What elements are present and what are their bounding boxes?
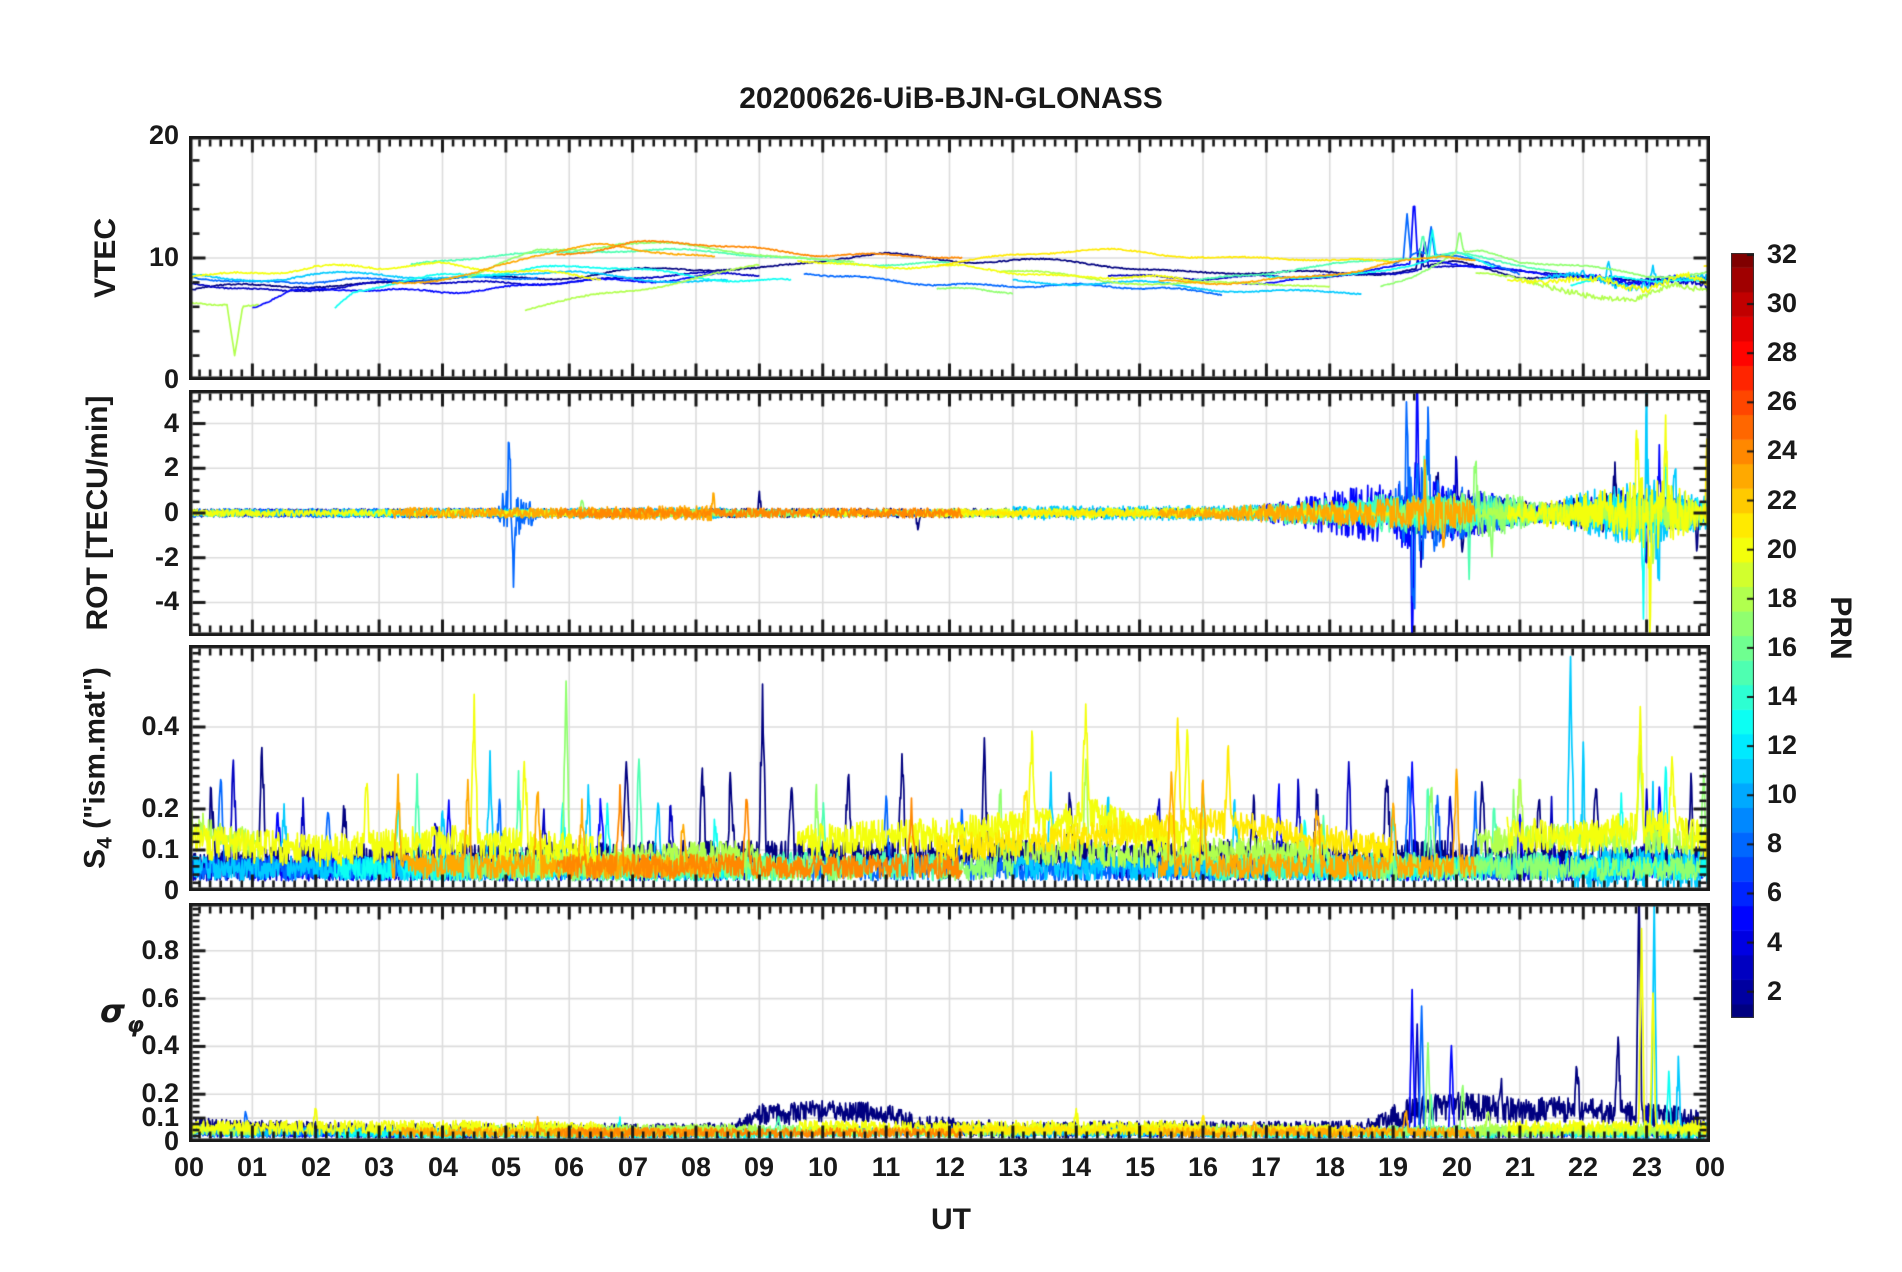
sigma-phi-panel-canvas (189, 903, 1710, 1142)
x-tick-label: 00 (1694, 1152, 1726, 1182)
rot-panel-canvas (189, 390, 1710, 636)
x-tick-label: 18 (1314, 1152, 1346, 1182)
colorbar-label: PRN (1824, 596, 1857, 660)
colorbar-tick-label: 24 (1767, 435, 1798, 465)
colorbar-tick-label: 22 (1767, 485, 1798, 515)
y-tick-label: 0.4 (141, 1030, 179, 1060)
x-tick-label: 04 (427, 1152, 459, 1182)
vtec-panel-canvas (189, 136, 1710, 380)
x-tick-label: 17 (1250, 1152, 1282, 1182)
y-tick-label: 0.2 (141, 793, 179, 823)
colorbar-tick-label: 16 (1767, 632, 1798, 662)
colorbar-tick-label: 8 (1767, 828, 1783, 858)
x-tick-label: 22 (1567, 1152, 1599, 1182)
y-tick-label: 0.1 (141, 834, 179, 864)
x-tick-label: 14 (1060, 1152, 1092, 1182)
y-tick-label: 0.6 (141, 983, 179, 1013)
plot-title: 20200626-UiB-BJN-GLONASS (739, 82, 1163, 115)
colorbar-tick-label: 4 (1767, 927, 1783, 957)
colorbar-tick-label: 26 (1767, 386, 1798, 416)
colorbar-tick-label: 12 (1767, 730, 1798, 760)
colorbar-tick-label: 20 (1767, 534, 1798, 564)
x-tick-label: 10 (807, 1152, 839, 1182)
y-tick-label: 0.8 (141, 935, 179, 965)
x-tick-label: 05 (490, 1152, 522, 1182)
colorbar (1731, 253, 1754, 1018)
y-tick-label: 0.1 (141, 1102, 179, 1132)
y-tick-label: 0 (163, 497, 179, 527)
y-tick-label: 4 (163, 408, 179, 438)
x-tick-label: 15 (1124, 1152, 1156, 1182)
x-tick-label: 02 (300, 1152, 332, 1182)
x-tick-label: 09 (743, 1152, 775, 1182)
y-tick-label: 0 (163, 1126, 179, 1156)
x-tick-label: 12 (934, 1152, 966, 1182)
colorbar-tick-label: 28 (1767, 337, 1798, 367)
x-tick-label: 23 (1631, 1152, 1663, 1182)
x-tick-label: 03 (363, 1152, 395, 1182)
x-tick-label: 08 (680, 1152, 712, 1182)
x-tick-label: 19 (1377, 1152, 1409, 1182)
y-tick-label: -4 (154, 586, 179, 616)
x-tick-label: 00 (173, 1152, 205, 1182)
sigma-phi-axis-label: σφ (100, 992, 144, 1038)
y-tick-label: 2 (163, 452, 179, 482)
colorbar-tick-label: 6 (1767, 877, 1783, 907)
x-tick-label: 01 (236, 1152, 268, 1182)
colorbar-tick-label: 18 (1767, 583, 1798, 613)
y-tick-label: 0 (163, 875, 179, 905)
s4-panel-canvas (189, 645, 1710, 891)
sigma-label-sub: φ (126, 1013, 145, 1038)
sigma-label-main: σ (100, 992, 125, 1030)
colorbar-tick-label: 2 (1767, 976, 1783, 1006)
y-tick-label: 0.2 (141, 1078, 179, 1108)
x-tick-label: 13 (997, 1152, 1029, 1182)
colorbar-tick-label: 10 (1767, 779, 1798, 809)
y-tick-label: -2 (154, 542, 179, 572)
x-tick-label: 11 (871, 1152, 901, 1182)
y-tick-label: 20 (148, 120, 179, 150)
y-tick-label: 10 (148, 242, 179, 272)
x-axis-label: UT (931, 1203, 971, 1236)
x-tick-label: 06 (553, 1152, 585, 1182)
y-tick-label: 0 (163, 364, 179, 394)
x-tick-label: 21 (1504, 1152, 1536, 1182)
colorbar-tick-label: 30 (1767, 288, 1798, 318)
x-tick-label: 16 (1187, 1152, 1219, 1182)
colorbar-tick-label: 32 (1767, 239, 1798, 269)
x-tick-label: 07 (617, 1152, 649, 1182)
colorbar-tick-label: 14 (1767, 681, 1798, 711)
y-tick-label: 0.4 (141, 711, 179, 741)
x-tick-label: 20 (1441, 1152, 1473, 1182)
